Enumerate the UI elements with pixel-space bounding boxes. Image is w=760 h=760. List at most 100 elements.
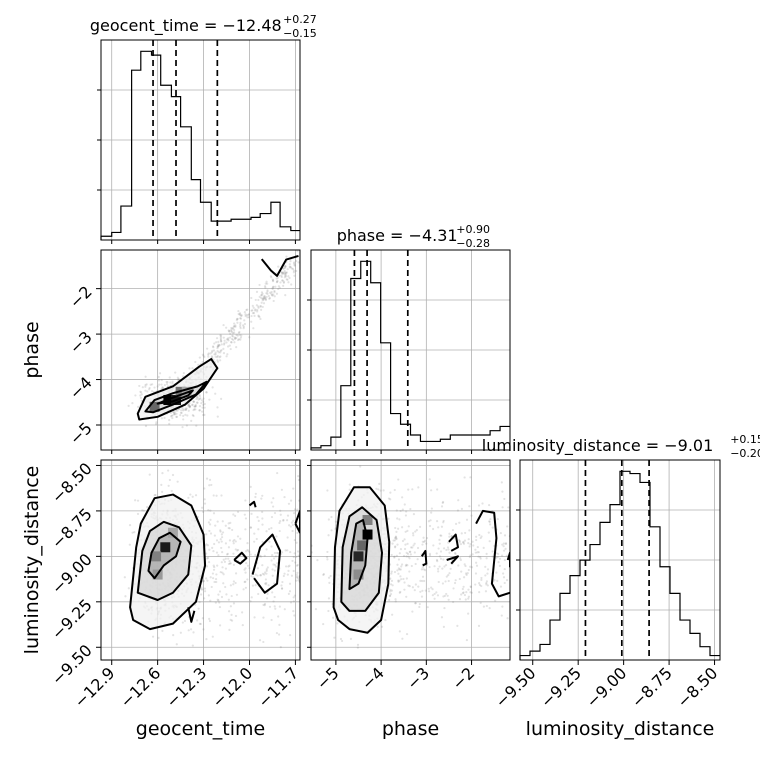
sample-point: [144, 375, 147, 378]
sample-point: [235, 346, 238, 349]
sample-point: [280, 274, 283, 277]
sample-point: [497, 552, 500, 556]
sample-point: [232, 580, 235, 583]
sample-point: [229, 347, 232, 351]
sample-point: [284, 275, 288, 278]
sample-point: [128, 543, 131, 546]
sample-point: [232, 602, 236, 605]
sample-point: [348, 483, 351, 486]
sample-point: [226, 552, 229, 555]
sample-point: [246, 548, 249, 552]
sample-point: [447, 548, 450, 551]
sample-point: [140, 393, 143, 396]
sample-point: [254, 553, 257, 557]
sample-point: [154, 493, 157, 497]
x-tick-label: −3: [403, 663, 433, 693]
sample-point: [349, 637, 353, 641]
sample-point: [270, 276, 273, 279]
sample-point: [239, 336, 243, 339]
sample-point: [188, 405, 192, 408]
sample-point: [230, 328, 233, 331]
sample-point: [482, 546, 485, 549]
sample-point: [239, 338, 242, 341]
sample-point: [180, 409, 183, 412]
sample-point: [291, 523, 294, 527]
sample-point: [510, 562, 512, 564]
sample-point: [232, 542, 235, 545]
sample-point: [220, 561, 223, 564]
sample-point: [127, 587, 130, 590]
sample-point: [277, 551, 280, 555]
sample-point: [295, 541, 298, 544]
sample-point: [239, 317, 242, 320]
sample-point: [296, 531, 299, 534]
sample-point: [488, 520, 491, 523]
sample-point: [219, 340, 223, 343]
sample-point: [209, 532, 213, 535]
sample-point: [475, 535, 478, 538]
sample-point: [208, 484, 211, 487]
sample-point: [292, 271, 295, 274]
sample-point: [253, 540, 256, 543]
sample-point: [457, 499, 460, 502]
sample-point: [243, 513, 246, 516]
sample-point: [172, 410, 175, 414]
sample-point: [287, 592, 290, 595]
sample-point: [287, 275, 290, 278]
sample-point: [265, 568, 268, 571]
sample-point: [254, 492, 257, 495]
sample-point: [205, 543, 208, 546]
sample-point: [251, 584, 255, 587]
sample-point: [292, 555, 295, 559]
sample-point: [240, 314, 243, 318]
sample-point: [227, 526, 230, 530]
sample-point: [229, 562, 232, 565]
sample-point: [377, 488, 380, 491]
sample-point: [168, 376, 171, 379]
sample-point: [447, 579, 450, 583]
sample-point: [285, 255, 288, 258]
sample-point: [227, 557, 230, 560]
sample-point: [160, 417, 164, 420]
sample-point: [378, 482, 381, 485]
sample-point: [280, 587, 284, 590]
sample-point: [222, 573, 225, 576]
sample-point: [227, 329, 230, 332]
sample-point: [286, 268, 289, 271]
sample-point: [416, 546, 420, 550]
sample-point: [202, 400, 205, 403]
sample-point: [443, 594, 447, 597]
sample-point: [218, 605, 222, 609]
sample-point: [243, 319, 246, 322]
sample-point: [405, 510, 408, 513]
sample-point: [261, 517, 264, 520]
sample-point: [243, 322, 247, 326]
sample-point: [454, 579, 457, 582]
sample-point: [144, 383, 147, 387]
sample-point: [438, 538, 441, 541]
sample-point: [432, 544, 435, 547]
sample-point: [477, 504, 481, 507]
sample-point: [236, 510, 240, 513]
sample-point: [266, 292, 269, 295]
sample-point: [214, 355, 217, 358]
sample-point: [507, 506, 510, 509]
sample-point: [263, 296, 267, 299]
sample-point: [247, 313, 250, 316]
sample-point: [450, 535, 453, 538]
sample-point: [258, 639, 262, 642]
sample-point: [282, 284, 285, 287]
sample-point: [270, 545, 273, 548]
sample-point: [173, 413, 176, 416]
sample-point: [214, 351, 217, 354]
sample-point: [329, 574, 332, 578]
sample-point: [476, 545, 479, 549]
sample-point: [244, 567, 247, 570]
sample-point: [219, 351, 222, 354]
sample-point: [442, 595, 445, 598]
sample-point: [433, 597, 436, 600]
sample-point: [407, 525, 410, 528]
panel-geocent_time-vs-phase: [100, 249, 301, 451]
sample-point: [165, 382, 169, 386]
sample-point: [181, 621, 184, 624]
